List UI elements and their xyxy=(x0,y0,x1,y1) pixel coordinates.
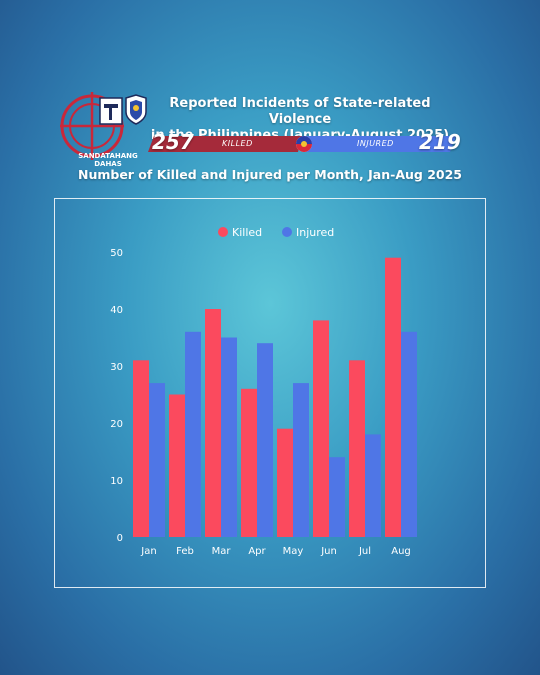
bar-injured-mar xyxy=(221,337,237,537)
x-tick-label: Mar xyxy=(212,546,232,557)
x-tick-label: Jul xyxy=(358,546,371,557)
injured-total: 219 xyxy=(419,130,461,154)
bar-killed-may xyxy=(277,428,293,537)
title-line1: Reported Incidents of State-related Viol… xyxy=(169,96,431,127)
x-tick-label: Jun xyxy=(320,546,337,557)
bar-injured-jun xyxy=(329,457,345,537)
logo-text-line1: SANDATAHANG xyxy=(78,152,138,160)
bar-killed-jan xyxy=(133,360,149,537)
logo-text-line2: DAHAS xyxy=(94,160,122,168)
bar-injured-feb xyxy=(185,331,201,537)
legend-marker-killed xyxy=(218,227,228,237)
sandatahang-dahas-logo: SANDATAHANG DAHAS xyxy=(60,92,147,168)
bar-injured-apr xyxy=(257,343,273,537)
bar-injured-jul xyxy=(365,434,381,537)
bar-killed-apr xyxy=(241,388,257,537)
killed-total: 257 xyxy=(152,130,194,154)
y-tick-label: 50 xyxy=(110,248,123,259)
header: SANDATAHANG DAHAS Reported Incidents of … xyxy=(0,0,540,200)
bar-injured-may xyxy=(293,383,309,537)
bar-injured-aug xyxy=(401,331,417,537)
y-tick-label: 40 xyxy=(110,305,123,316)
legend-marker-injured xyxy=(282,227,292,237)
bar-killed-jul xyxy=(349,360,365,537)
bar-killed-mar xyxy=(205,309,221,537)
x-tick-label: Apr xyxy=(248,546,266,557)
legend-label-injured: Injured xyxy=(296,226,334,239)
totals-bar xyxy=(148,136,456,152)
x-tick-label: Jan xyxy=(140,546,156,557)
chart-title: Number of Killed and Injured per Month, … xyxy=(77,167,462,182)
y-tick-label: 0 xyxy=(117,533,123,544)
bar-injured-jan xyxy=(149,383,165,537)
y-tick-label: 30 xyxy=(110,362,123,373)
bar-killed-feb xyxy=(169,394,185,537)
y-tick-label: 20 xyxy=(110,419,123,430)
bar-chart: Killed Injured 0 10 20 30 40 50 Jan Feb Mar Apr May J… xyxy=(110,226,417,557)
bar-killed-aug xyxy=(385,257,401,537)
bar-killed-jun xyxy=(313,320,329,537)
injured-label: INJURED xyxy=(357,139,394,148)
killed-label: KILLED xyxy=(222,139,253,148)
y-tick-label: 10 xyxy=(110,476,123,487)
legend-label-killed: Killed xyxy=(232,226,262,239)
x-tick-label: May xyxy=(283,546,304,557)
chart-frame: Killed Injured 0 10 20 30 40 50 Jan Feb Mar Apr May J… xyxy=(54,198,486,588)
x-tick-label: Feb xyxy=(176,546,194,557)
x-tick-label: Aug xyxy=(391,546,411,557)
